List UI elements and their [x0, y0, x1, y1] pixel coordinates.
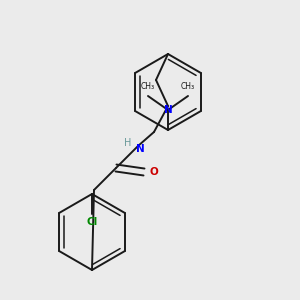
Text: O: O — [150, 167, 158, 177]
Text: CH₃: CH₃ — [141, 82, 155, 91]
Text: CH₃: CH₃ — [181, 82, 195, 91]
Text: N: N — [136, 144, 144, 154]
Text: H: H — [124, 138, 132, 148]
Text: Cl: Cl — [86, 217, 98, 227]
Text: N: N — [164, 105, 172, 115]
